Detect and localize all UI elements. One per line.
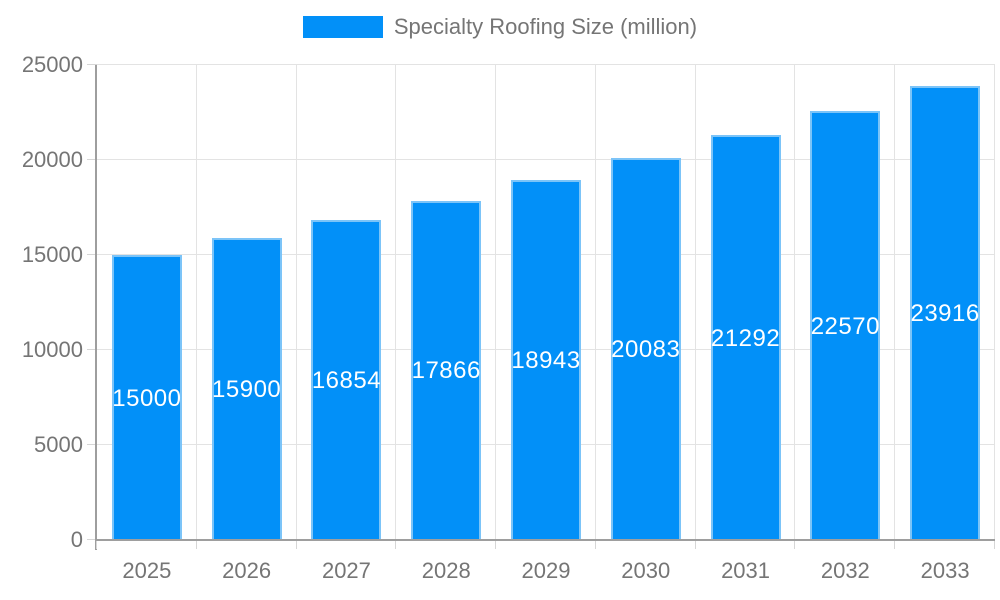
x-gridline (296, 65, 297, 540)
bar: 18943 (511, 180, 581, 540)
y-axis-line (95, 65, 97, 550)
x-tick-label: 2030 (621, 558, 671, 583)
y-tick-mark (87, 444, 97, 445)
x-gridline (495, 65, 496, 540)
bar: 23916 (910, 85, 981, 540)
x-tick-mark (994, 540, 995, 549)
x-gridline (794, 65, 795, 540)
y-gridline (97, 64, 995, 65)
bar-value-label: 23916 (910, 299, 980, 327)
x-axis-line (95, 539, 995, 541)
bar: 21292 (710, 135, 781, 540)
bar-value-label: 16854 (311, 366, 382, 394)
x-tick-mark (794, 540, 795, 549)
x-tick-label: 2028 (421, 558, 471, 583)
x-tick-label: 2031 (721, 558, 771, 583)
bar: 15900 (211, 237, 282, 540)
x-tick-label: 2025 (122, 558, 172, 583)
bar-value-label: 17866 (411, 357, 481, 385)
y-tick-label: 15000 (21, 242, 83, 267)
x-gridline (894, 65, 895, 540)
y-tick-mark (87, 349, 97, 350)
bar-value-label: 15900 (212, 375, 282, 403)
x-tick-mark (595, 540, 596, 549)
y-tick-label: 5000 (34, 432, 83, 457)
x-gridline (196, 65, 197, 540)
x-tick-label: 2032 (820, 558, 870, 583)
x-gridline (395, 65, 396, 540)
x-tick-mark (894, 540, 895, 549)
bar-value-label: 21292 (710, 324, 781, 352)
y-tick-label: 10000 (21, 337, 83, 362)
bar-value-label: 22570 (810, 312, 880, 340)
plot-area: 15000 15900 16854 17866 18943 20083 21292 22570… (97, 64, 995, 540)
x-gridline (994, 65, 995, 540)
y-tick-mark (87, 539, 97, 540)
x-tick-label: 2033 (920, 558, 970, 583)
y-gridline (97, 159, 995, 160)
bar: 15000 (111, 255, 182, 540)
x-gridline (695, 65, 696, 540)
legend: Specialty Roofing Size (million) (0, 14, 1000, 40)
y-tick-mark (87, 64, 97, 65)
bar: 17866 (411, 200, 482, 540)
y-tick-label: 25000 (21, 52, 83, 77)
legend-label: Specialty Roofing Size (million) (393, 14, 698, 39)
x-tick-label: 2026 (222, 558, 272, 583)
bar: 20083 (610, 158, 681, 540)
y-tick-label: 20000 (21, 147, 83, 172)
legend-swatch (302, 16, 383, 38)
bar-value-label: 20083 (611, 336, 681, 364)
x-gridline (595, 65, 596, 540)
y-tick-label: 0 (70, 527, 83, 552)
y-tick-mark (87, 254, 97, 255)
x-tick-label: 2029 (521, 558, 571, 583)
x-tick-label: 2027 (321, 558, 371, 583)
bar: 16854 (311, 219, 382, 540)
x-tick-mark (296, 540, 297, 549)
bar-value-label: 15000 (112, 384, 182, 412)
x-tick-mark (695, 540, 696, 549)
bar: 22570 (810, 111, 881, 540)
y-tick-mark (87, 159, 97, 160)
bar-value-label: 18943 (511, 347, 581, 375)
x-tick-mark (395, 540, 396, 549)
x-tick-mark (196, 540, 197, 549)
x-tick-mark (495, 540, 496, 549)
x-tick-mark (96, 540, 97, 549)
